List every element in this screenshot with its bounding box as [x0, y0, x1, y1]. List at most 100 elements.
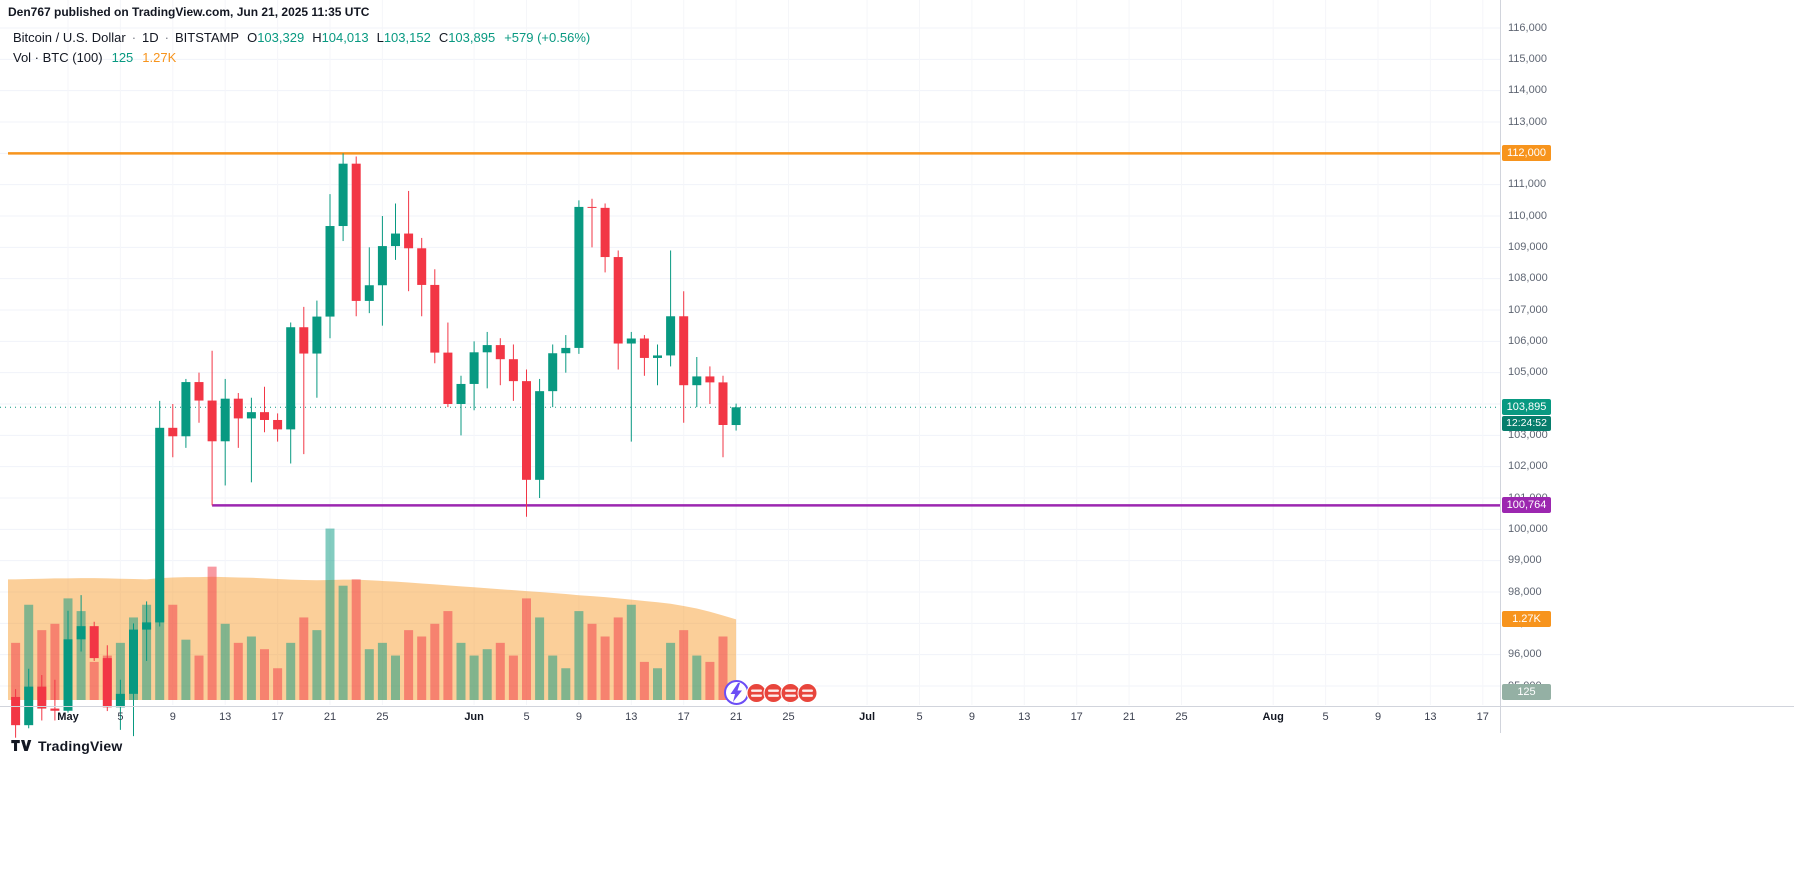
- time-axis-label: 17: [1070, 711, 1083, 723]
- candle: [351, 163, 361, 301]
- candle: [76, 626, 86, 640]
- time-axis-label: 13: [625, 711, 638, 723]
- candle: [561, 347, 571, 354]
- volume-bar: [377, 642, 387, 700]
- open-value: 103,329: [257, 29, 305, 45]
- candle: [129, 629, 138, 694]
- time-axis[interactable]: May 5 9 13 17 21 25 Jun 5 9 13 17 21 25 Jul 5 9 13 17 21 25 A…: [0, 707, 1794, 733]
- change-value: +579 (+0.56%): [504, 29, 591, 45]
- volume-bar: [11, 642, 21, 700]
- candle: [574, 206, 584, 348]
- volume-bar: [312, 630, 322, 700]
- volume-bar: [168, 604, 178, 700]
- time-axis-label: 5: [916, 711, 923, 723]
- volume-indicator-label[interactable]: Vol · BTC (100): [13, 49, 103, 65]
- volume-bar: [666, 642, 676, 700]
- candle: [443, 352, 453, 404]
- volume-bar: [286, 642, 296, 700]
- volume-bar: [495, 642, 505, 700]
- candle: [37, 686, 47, 709]
- candle: [325, 226, 335, 317]
- price-axis-label: 98,000: [1508, 585, 1542, 598]
- time-axis-label: 13: [1424, 711, 1437, 723]
- resistance-price-badge[interactable]: 112,000: [1502, 145, 1551, 162]
- close-label: C: [438, 29, 449, 45]
- support-price-badge[interactable]: 100,764: [1502, 497, 1551, 514]
- volume-bar: [260, 649, 269, 700]
- time-axis-label: 5: [1322, 711, 1329, 723]
- price-axis-label: 109,000: [1508, 240, 1548, 253]
- price-axis-label: 106,000: [1508, 334, 1548, 347]
- time-axis-label: 17: [677, 711, 690, 723]
- candle: [273, 419, 283, 430]
- volume-bar: [233, 642, 243, 700]
- candle: [508, 359, 518, 382]
- price-axis-label: 103,000: [1508, 428, 1548, 441]
- volume-bar: [574, 611, 584, 700]
- volume-bar: [482, 649, 492, 700]
- candle: [246, 412, 256, 419]
- price-axis[interactable]: 116,000 115,000 114,000 113,000 112,000 111,0…: [1501, 0, 1794, 706]
- low-value: 103,152: [383, 29, 431, 45]
- candle: [679, 316, 689, 386]
- candle: [220, 398, 230, 442]
- volume-ma-badge: 1.27K: [1502, 611, 1551, 628]
- price-axis-label: 115,000: [1508, 52, 1547, 65]
- candle: [731, 407, 741, 426]
- red-emoji-icon[interactable]: [763, 679, 784, 706]
- volume-bar: [404, 630, 414, 700]
- price-axis-label: 114,000: [1508, 84, 1547, 97]
- time-axis-label: 5: [117, 711, 124, 723]
- price-axis-label: 111,000: [1508, 178, 1547, 191]
- candle: [535, 391, 545, 480]
- time-axis-label: 9: [575, 711, 582, 723]
- candle: [522, 381, 531, 480]
- volume-bar: [115, 642, 125, 700]
- volume-bar: [535, 617, 545, 700]
- red-emoji-icon[interactable]: [797, 679, 818, 706]
- candle: [391, 233, 400, 247]
- volume-value: 125: [111, 49, 134, 65]
- tradingview-attribution[interactable]: TradingView: [10, 737, 122, 754]
- volume-bar: [155, 569, 165, 700]
- volume-value-badge: 125: [1502, 684, 1551, 701]
- volume-bar: [338, 585, 348, 700]
- volume-bar: [508, 655, 518, 700]
- time-axis-label: 13: [219, 711, 232, 723]
- volume-bar: [181, 639, 191, 700]
- time-axis-label: 9: [169, 711, 176, 723]
- candle: [705, 376, 715, 383]
- volume-bar: [194, 655, 204, 700]
- time-axis-label: 5: [523, 711, 530, 723]
- candle: [587, 206, 597, 208]
- price-axis-label: 110,000: [1508, 209, 1547, 222]
- volume-bar: [89, 661, 99, 700]
- candle: [299, 327, 309, 354]
- volume-bar: [456, 642, 466, 700]
- last-price-badge[interactable]: 103,895: [1502, 399, 1551, 416]
- volume-ma-value: 1.27K: [142, 49, 177, 65]
- interval-label[interactable]: 1D: [142, 29, 159, 45]
- time-axis-label: 9: [1374, 711, 1382, 723]
- emoji-stickers[interactable]: [723, 679, 818, 706]
- volume-bar: [626, 604, 636, 700]
- candle: [207, 400, 217, 442]
- volume-bar: [430, 623, 440, 700]
- volume-bar: [391, 655, 400, 700]
- time-axis-month-label: Aug: [1262, 711, 1284, 723]
- symbol-title[interactable]: Bitcoin / U.S. Dollar: [13, 29, 126, 45]
- candle: [653, 355, 662, 358]
- candle: [639, 338, 649, 358]
- red-emoji-icon[interactable]: [746, 679, 767, 706]
- volume-bar: [443, 611, 453, 700]
- candle: [626, 338, 636, 344]
- candle: [548, 353, 558, 392]
- exchange-label[interactable]: BITSTAMP: [175, 29, 240, 45]
- low-label: L: [376, 29, 384, 45]
- volume-bar: [24, 604, 34, 700]
- volume-bar: [613, 617, 623, 700]
- time-axis-label: 25: [1175, 711, 1188, 723]
- volume-bar: [220, 623, 230, 700]
